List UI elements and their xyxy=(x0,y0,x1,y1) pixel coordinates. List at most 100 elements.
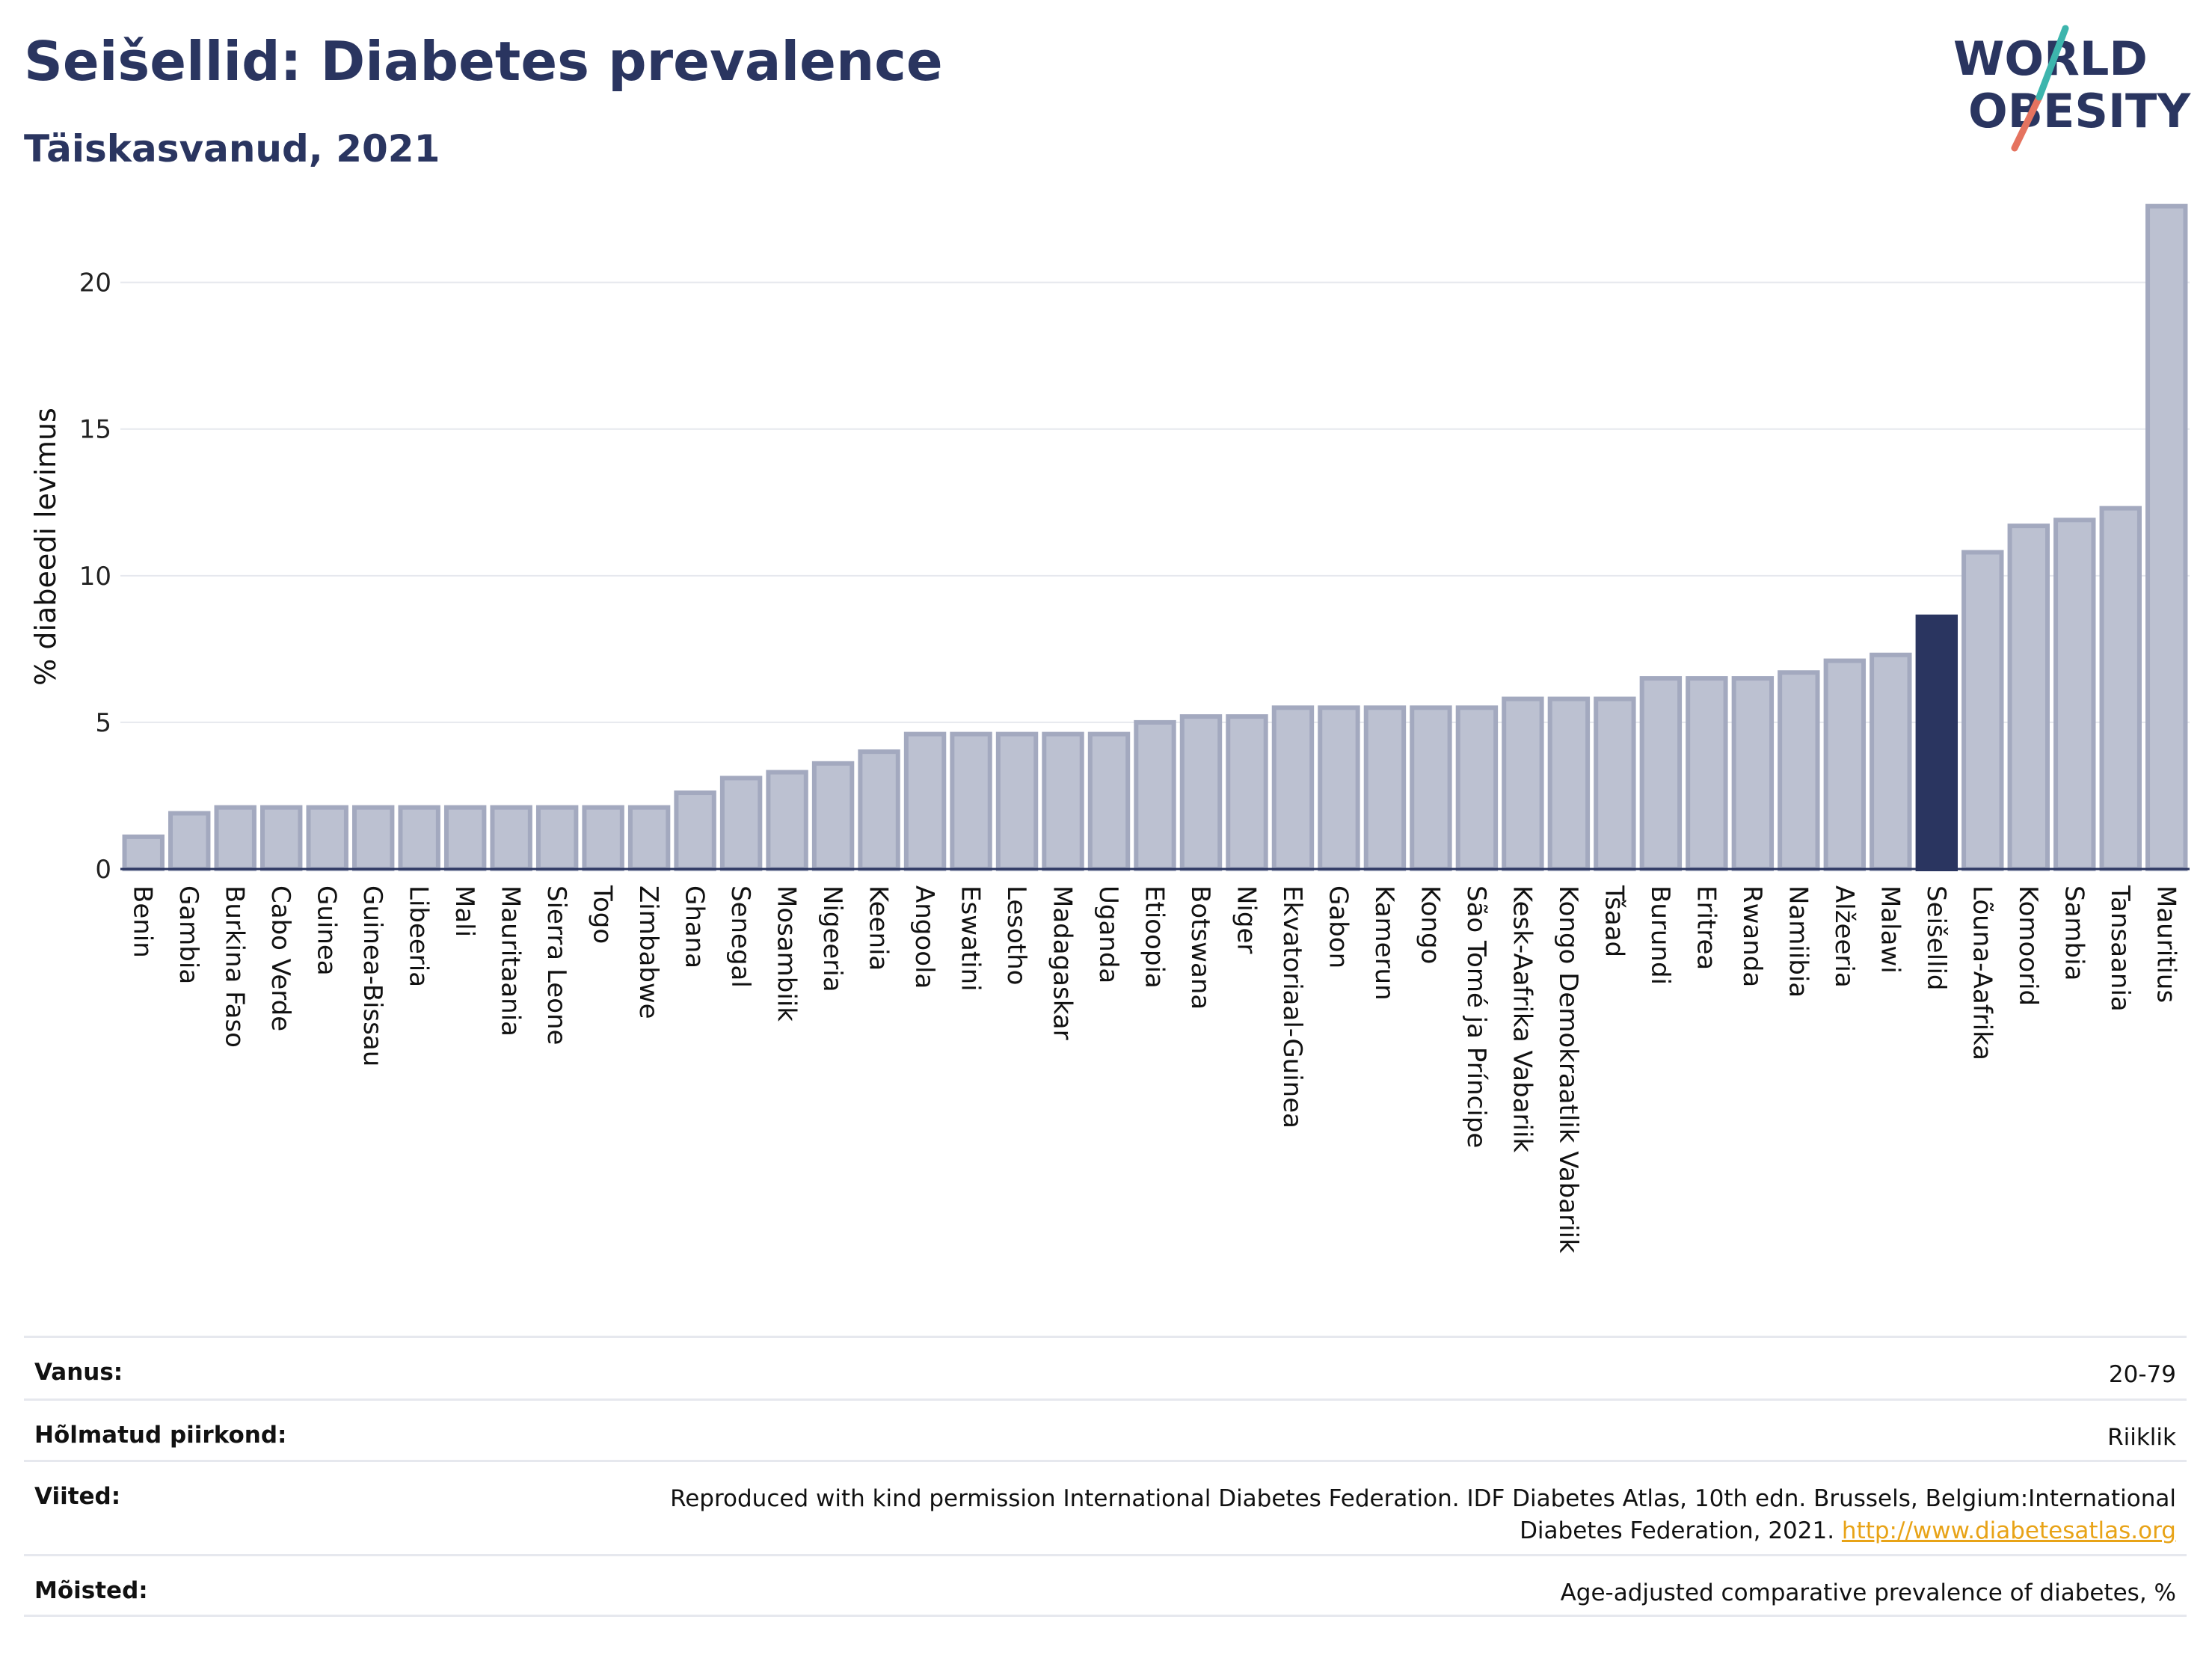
x-tick-label: Kamerun xyxy=(1369,885,1399,1001)
x-tick-label: Ghana xyxy=(680,885,710,968)
x-tick-label: Gambia xyxy=(173,885,203,984)
x-tick-label: Burkina Faso xyxy=(220,885,250,1048)
meta-row-definitions: Mõisted: Age-adjusted comparative preval… xyxy=(24,1554,2187,1617)
bar-libeeria[interactable] xyxy=(398,805,440,871)
bar-kongo[interactable] xyxy=(1410,705,1452,871)
bar-namiibia[interactable] xyxy=(1778,670,1820,871)
bar-kamerun[interactable] xyxy=(1363,705,1407,871)
bar-kongo-demokraatlik-vabariik[interactable] xyxy=(1547,696,1591,871)
x-tick-label: Eswatini xyxy=(956,885,986,992)
bar-etioopia[interactable] xyxy=(1134,719,1176,871)
bar-chart: 0 5 10 15 20 % diabeedi levimus Benin Gambia Bur… xyxy=(29,203,2190,1253)
bar-lesotho[interactable] xyxy=(995,731,1039,871)
diabetes-atlas-link[interactable]: http://www.diabetesatlas.org xyxy=(1841,1517,2176,1544)
bar-rwanda[interactable] xyxy=(1731,676,1775,872)
bar-mali[interactable] xyxy=(443,805,487,871)
x-tick-label: Etioopia xyxy=(1140,885,1170,989)
bar-cabo-verde[interactable] xyxy=(260,805,303,871)
x-tick-label: Gabon xyxy=(1323,885,1353,968)
meta-row-references: Viited: Reproduced with kind permission … xyxy=(24,1460,2187,1554)
x-tick-label: Kongo xyxy=(1415,885,1445,964)
x-tick-label: Seišellid xyxy=(1921,885,1951,991)
bar-gabon[interactable] xyxy=(1318,705,1360,871)
bar-eswatini[interactable] xyxy=(950,731,992,871)
x-tick-label: Nigeeria xyxy=(817,885,847,992)
meta-row-age: Vanus: 20-79 xyxy=(24,1336,2187,1398)
y-tick-label: 15 xyxy=(79,415,111,445)
bar-sierra-leone[interactable] xyxy=(535,805,579,871)
bar-sei-ellid[interactable] xyxy=(1915,614,1958,871)
x-tick-label: Sambia xyxy=(2059,885,2089,980)
x-tick-label: Sierra Leone xyxy=(541,885,571,1045)
x-tick-label: Mali xyxy=(449,885,479,937)
x-tick-label: Niger xyxy=(1231,885,1261,954)
bar-uganda[interactable] xyxy=(1087,731,1131,871)
bar-burkina-faso[interactable] xyxy=(214,805,256,871)
bar-botswana[interactable] xyxy=(1179,714,1223,872)
bar-benin[interactable] xyxy=(122,834,165,871)
logo-line2: OBESITY xyxy=(1968,84,2191,138)
bar-ghana[interactable] xyxy=(674,790,716,872)
y-tick-label: 10 xyxy=(79,562,111,592)
y-axis-label: % diabeedi levimus xyxy=(29,408,62,686)
bar-angoola[interactable] xyxy=(903,731,947,871)
bar-nigeeria[interactable] xyxy=(811,761,855,871)
meta-value: Riiklik xyxy=(2107,1424,2176,1451)
x-tick-label: Komoorid xyxy=(2013,885,2043,1006)
x-tick-label: Libeeria xyxy=(404,885,434,987)
x-tick-label: Guinea xyxy=(312,885,342,976)
x-tick-label: Mauritaania xyxy=(496,885,526,1037)
x-tick-label: Ekvatoriaal-Guinea xyxy=(1277,885,1307,1129)
x-tick-label: Botswana xyxy=(1185,885,1215,1010)
x-tick-label: Lõuna-Aafrika xyxy=(1967,885,1997,1060)
bar-mauritius[interactable] xyxy=(2145,203,2188,871)
bar-al-eeria[interactable] xyxy=(1823,658,1867,871)
bar-guinea-bissau[interactable] xyxy=(351,805,395,871)
x-tick-label: São Tomé ja Príncipe xyxy=(1461,885,1491,1148)
page-subtitle: Täiskasvanud, 2021 xyxy=(24,127,440,171)
bar-mauritaania[interactable] xyxy=(490,805,532,871)
bar-malawi[interactable] xyxy=(1870,652,1912,872)
x-tick-label: Alžeeria xyxy=(1829,885,1859,988)
bar-zimbabwe[interactable] xyxy=(627,805,671,871)
x-tick-label: Angoola xyxy=(909,885,939,989)
page-title: Seišellid: Diabetes prevalence xyxy=(24,30,943,93)
bar-keenia[interactable] xyxy=(858,749,900,871)
meta-label: Mõisted: xyxy=(34,1577,148,1604)
x-tick-label: Benin xyxy=(128,885,158,958)
x-tick-label: Senegal xyxy=(725,885,755,988)
x-tick-label: Eritrea xyxy=(1691,885,1721,970)
meta-value-references: Reproduced with kind permission Internat… xyxy=(568,1483,2176,1547)
bar-tansaania[interactable] xyxy=(2099,506,2142,871)
x-tick-label: Mauritius xyxy=(2151,885,2181,1003)
bar-komoorid[interactable] xyxy=(2007,523,2050,871)
bar-burundi[interactable] xyxy=(1639,676,1683,872)
bar-mosambiik[interactable] xyxy=(766,770,808,872)
bar-s-o-tom-ja-pr-ncipe[interactable] xyxy=(1455,705,1499,871)
bar-guinea[interactable] xyxy=(306,805,348,871)
bar-sambia[interactable] xyxy=(2053,518,2096,871)
x-tick-label: Zimbabwe xyxy=(633,885,663,1019)
y-tick-label: 0 xyxy=(95,855,111,885)
bar-senegal[interactable] xyxy=(719,776,763,872)
bar-madagaskar[interactable] xyxy=(1042,731,1084,871)
x-tick-label: Kongo Demokraatlik Vabariik xyxy=(1553,885,1583,1253)
x-tick-label: Burundi xyxy=(1645,885,1675,985)
bar-gambia[interactable] xyxy=(168,811,211,871)
logo-slash-red xyxy=(2011,93,2043,152)
bar-kesk-aafrika-vabariik[interactable] xyxy=(1502,696,1544,871)
bar-ekvatoriaal-guinea[interactable] xyxy=(1271,705,1315,871)
bar-niger[interactable] xyxy=(1226,714,1268,872)
bar-l-una-aafrika[interactable] xyxy=(1961,550,2004,871)
x-tick-label: Guinea-Bissau xyxy=(357,885,387,1066)
bar-togo[interactable] xyxy=(582,805,624,871)
x-tick-label: Kesk-Aafrika Vabariik xyxy=(1507,885,1537,1152)
meta-value: Age-adjusted comparative prevalence of d… xyxy=(1560,1579,2176,1606)
bar-eritrea[interactable] xyxy=(1686,676,1728,872)
meta-row-region: Hõlmatud piirkond: Riiklik xyxy=(24,1398,2187,1460)
x-tick-label: Madagaskar xyxy=(1048,885,1078,1040)
meta-label: Vanus: xyxy=(34,1359,123,1386)
bar-t-aad[interactable] xyxy=(1594,696,1636,871)
y-tick-label: 20 xyxy=(79,268,111,298)
x-tick-label: Rwanda xyxy=(1737,885,1767,987)
